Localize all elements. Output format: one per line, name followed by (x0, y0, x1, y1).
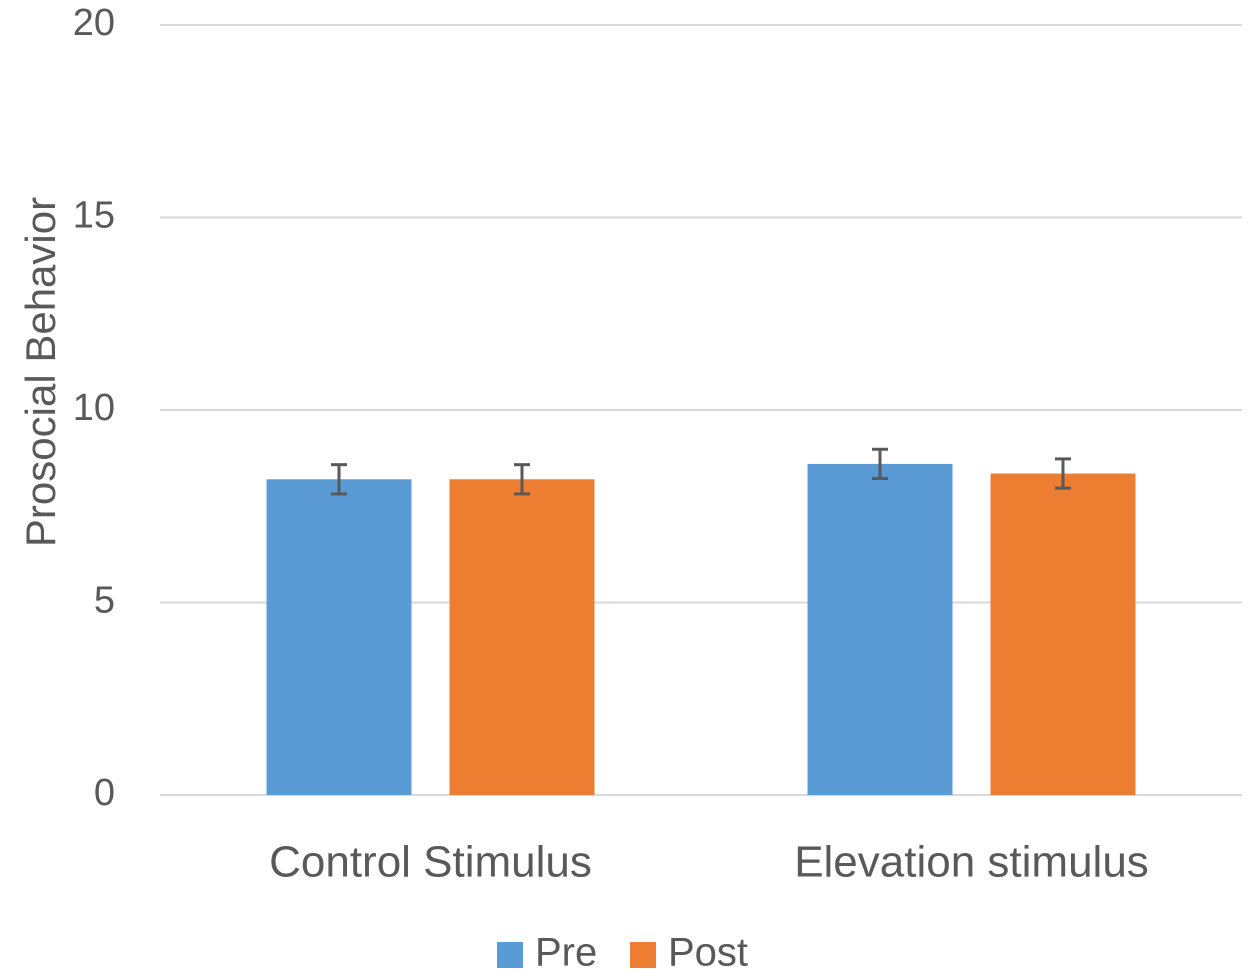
y-tick-label: 0 (94, 772, 115, 814)
y-tick-label: 10 (73, 387, 115, 429)
legend-swatch-post (630, 942, 656, 968)
bar-pre (266, 479, 412, 795)
error-bars (331, 447, 1071, 496)
y-axis-ticks: 0 5 10 15 20 (73, 2, 115, 814)
bars (266, 463, 1136, 795)
bar-post (990, 473, 1136, 795)
y-axis-title: Prosocial Behavior (17, 197, 64, 547)
bar-post (449, 479, 595, 795)
x-category-label: Control Stimulus (269, 838, 592, 887)
legend-label-pre: Pre (535, 931, 597, 975)
y-tick-label: 15 (73, 195, 115, 237)
x-category-label: Elevation stimulus (794, 838, 1149, 887)
legend-swatch-pre (497, 942, 523, 968)
legend-label-post: Post (668, 931, 748, 975)
x-axis-categories: Control Stimulus Elevation stimulus (269, 838, 1149, 887)
y-tick-label: 20 (73, 2, 115, 44)
legend: Pre Post (497, 931, 748, 975)
y-tick-label: 5 (94, 580, 115, 622)
bar-pre (807, 463, 953, 795)
